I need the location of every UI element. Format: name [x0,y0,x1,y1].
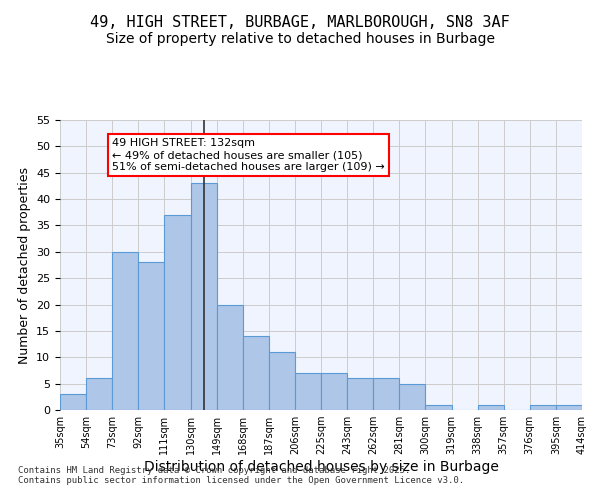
Bar [478,404,504,410]
Bar [217,304,243,410]
Bar [295,373,321,410]
Y-axis label: Number of detached properties: Number of detached properties [17,166,31,364]
Bar [164,215,191,410]
Bar [373,378,400,410]
Bar [86,378,112,410]
Bar [191,184,217,410]
Text: 49, HIGH STREET, BURBAGE, MARLBOROUGH, SN8 3AF: 49, HIGH STREET, BURBAGE, MARLBOROUGH, S… [90,15,510,30]
Text: Contains HM Land Registry data © Crown copyright and database right 2025.
Contai: Contains HM Land Registry data © Crown c… [18,466,464,485]
Bar [269,352,295,410]
Bar [556,404,582,410]
Bar [321,373,347,410]
Bar [400,384,425,410]
Bar [347,378,373,410]
Bar [139,262,164,410]
Bar [530,404,556,410]
Bar [425,404,452,410]
Bar [60,394,86,410]
Text: 49 HIGH STREET: 132sqm
← 49% of detached houses are smaller (105)
51% of semi-de: 49 HIGH STREET: 132sqm ← 49% of detached… [112,138,385,172]
Bar [242,336,269,410]
Text: Size of property relative to detached houses in Burbage: Size of property relative to detached ho… [106,32,494,46]
Bar [112,252,139,410]
X-axis label: Distribution of detached houses by size in Burbage: Distribution of detached houses by size … [143,460,499,474]
